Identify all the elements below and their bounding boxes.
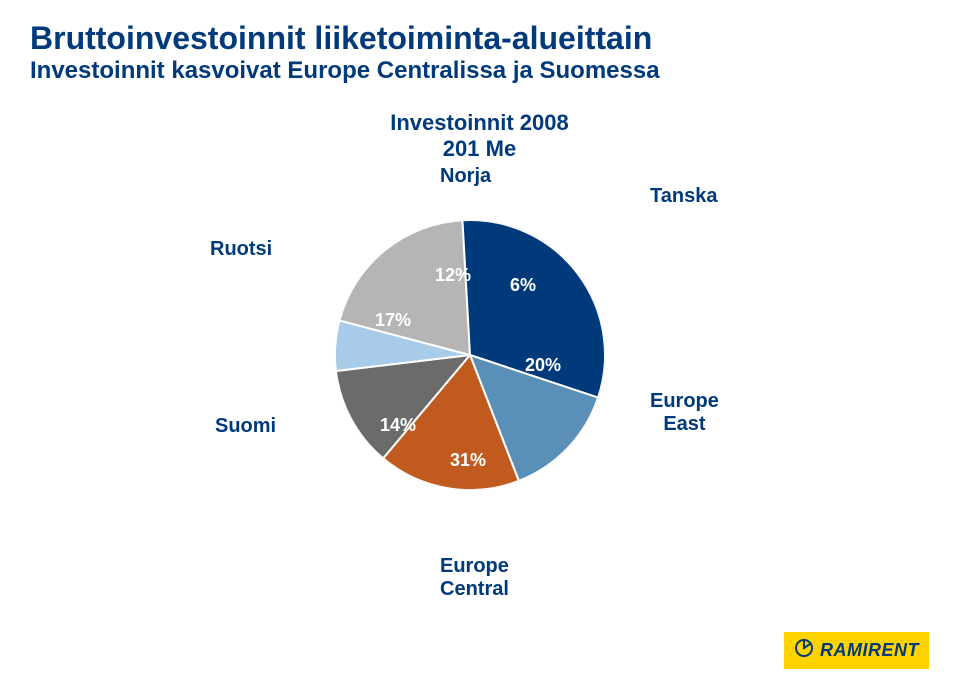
slide-root: Bruttoinvestoinnit liiketoiminta-alueitt… <box>0 0 959 687</box>
slice-label: Suomi <box>215 415 276 438</box>
slide-subtitle: Investoinnit kasvoivat Europe Centraliss… <box>30 57 929 85</box>
slice-percent: 12% <box>435 265 471 286</box>
slice-label: Ruotsi <box>210 238 272 261</box>
chart-title-line1: Investoinnit 2008 <box>0 110 959 136</box>
slice-label: EuropeEast <box>650 390 719 436</box>
slide-title: Bruttoinvestoinnit liiketoiminta-alueitt… <box>30 20 929 57</box>
slice-percent: 17% <box>375 310 411 331</box>
slice-label: Tanska <box>650 185 717 208</box>
logo: RAMIRENT <box>784 632 929 669</box>
chart-title-line2: 201 Me <box>0 136 959 162</box>
slice-label: EuropeCentral <box>440 555 509 601</box>
logo-text: RAMIRENT <box>820 640 919 661</box>
slice-percent: 14% <box>380 415 416 436</box>
slice-percent: 6% <box>510 275 536 296</box>
slice-percent: 31% <box>450 450 486 471</box>
logo-mark-icon <box>794 638 814 663</box>
slice-label: Norja <box>440 165 491 188</box>
slice-percent: 20% <box>525 355 561 376</box>
chart-title: Investoinnit 2008 201 Me <box>0 110 959 162</box>
